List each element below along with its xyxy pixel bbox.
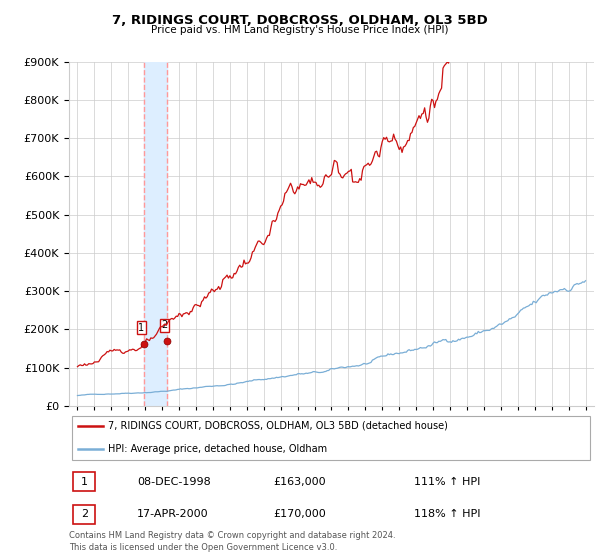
Text: HPI: Average price, detached house, Oldham: HPI: Average price, detached house, Oldh… xyxy=(109,444,328,454)
Text: 1: 1 xyxy=(81,477,88,487)
Text: 111% ↑ HPI: 111% ↑ HPI xyxy=(414,477,480,487)
Text: 17-APR-2000: 17-APR-2000 xyxy=(137,509,209,519)
Text: 118% ↑ HPI: 118% ↑ HPI xyxy=(414,509,480,519)
Text: 7, RIDINGS COURT, DOBCROSS, OLDHAM, OL3 5BD: 7, RIDINGS COURT, DOBCROSS, OLDHAM, OL3 … xyxy=(112,14,488,27)
FancyBboxPatch shape xyxy=(71,416,590,460)
Text: 2: 2 xyxy=(80,509,88,519)
Text: 1: 1 xyxy=(139,323,145,333)
Text: Price paid vs. HM Land Registry's House Price Index (HPI): Price paid vs. HM Land Registry's House … xyxy=(151,25,449,35)
Text: Contains HM Land Registry data © Crown copyright and database right 2024.
This d: Contains HM Land Registry data © Crown c… xyxy=(69,531,395,552)
Text: 7, RIDINGS COURT, DOBCROSS, OLDHAM, OL3 5BD (detached house): 7, RIDINGS COURT, DOBCROSS, OLDHAM, OL3 … xyxy=(109,421,448,431)
FancyBboxPatch shape xyxy=(73,505,95,524)
Bar xyxy=(144,62,167,406)
Text: £170,000: £170,000 xyxy=(274,509,326,519)
Text: £163,000: £163,000 xyxy=(274,477,326,487)
Text: 2: 2 xyxy=(161,320,167,330)
FancyBboxPatch shape xyxy=(73,472,95,491)
Text: 08-DEC-1998: 08-DEC-1998 xyxy=(137,477,211,487)
